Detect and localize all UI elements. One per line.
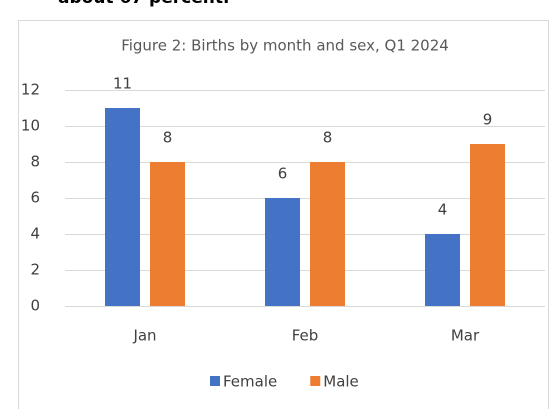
legend-label: Female bbox=[223, 373, 277, 391]
y-tick-label: 6 bbox=[30, 189, 40, 207]
data-label: 9 bbox=[483, 111, 493, 129]
y-tick-label: 4 bbox=[30, 225, 40, 243]
data-label: 4 bbox=[438, 201, 448, 219]
y-tick-label: 2 bbox=[30, 261, 40, 279]
x-tick-label: Jan bbox=[132, 327, 156, 345]
chart-title: Figure 2: Births by month and sex, Q1 20… bbox=[121, 37, 449, 55]
bar bbox=[425, 234, 460, 306]
lead-text: about 67 percent. bbox=[58, 0, 229, 8]
bar bbox=[105, 108, 140, 306]
chart-border bbox=[18, 20, 549, 409]
bar bbox=[310, 162, 345, 306]
data-label: 8 bbox=[163, 129, 173, 147]
bar bbox=[150, 162, 185, 306]
legend-swatch bbox=[310, 376, 321, 386]
y-tick-label: 12 bbox=[21, 81, 40, 99]
y-tick-label: 0 bbox=[30, 297, 40, 315]
bar bbox=[470, 144, 505, 306]
data-label: 11 bbox=[113, 75, 132, 93]
legend-label: Male bbox=[323, 373, 359, 391]
y-tick-label: 10 bbox=[21, 117, 40, 135]
bar bbox=[265, 198, 300, 306]
y-tick-label: 8 bbox=[30, 153, 40, 171]
data-label: 6 bbox=[278, 165, 288, 183]
x-tick-label: Mar bbox=[451, 327, 480, 345]
x-tick-label: Feb bbox=[292, 327, 319, 345]
legend-swatch bbox=[210, 376, 220, 386]
data-label: 8 bbox=[323, 129, 333, 147]
